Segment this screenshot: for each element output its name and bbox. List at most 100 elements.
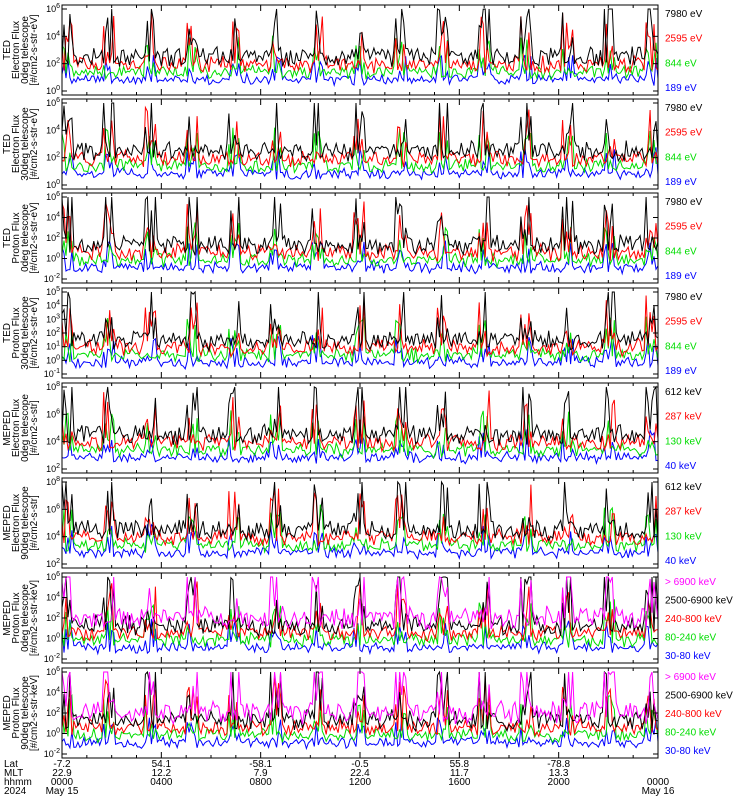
y-axis-label: 30deg telescope (20, 296, 31, 370)
y-axis-label: 90deg telescope (20, 486, 31, 560)
legend-entry: 612 keV (665, 387, 702, 398)
footer-hhmm: 1200 (349, 777, 372, 788)
y-tick-label: 102 (46, 232, 60, 243)
y-tick-label: 102 (46, 558, 60, 569)
y-tick-label: 104 (46, 300, 60, 311)
y-tick-label: 103 (46, 313, 60, 324)
y-axis-label: 90deg telescope (20, 676, 31, 750)
y-tick-label: 104 (46, 531, 60, 542)
y-axis-label: Electron Flux (11, 21, 22, 79)
footer-date: May 16 (642, 786, 675, 797)
legend-entry: 7980 eV (665, 197, 703, 208)
y-tick-label: 102 (46, 152, 60, 163)
series-line-6-2 (61, 484, 659, 547)
y-axis-label: Proton Flux (11, 592, 22, 643)
legend-entry: 189 eV (665, 271, 697, 282)
y-tick-label: 102 (46, 463, 60, 474)
y-axis-label: [#/cm2-s-str-eV] (29, 108, 40, 179)
y-tick-label: 10-2 (44, 653, 60, 664)
y-tick-label: 105 (46, 286, 60, 297)
footer-hhmm: 1600 (448, 777, 471, 788)
y-axis-label: TED (2, 228, 13, 248)
legend-entry: 130 keV (665, 436, 702, 447)
y-tick-label: 106 (46, 408, 60, 419)
legend-entry: 7980 eV (665, 103, 703, 114)
y-tick-label: 108 (46, 476, 60, 487)
y-tick-label: 100 (46, 253, 60, 264)
legend-entry: 612 keV (665, 482, 702, 493)
y-tick-label: 10-2 (44, 748, 60, 759)
footer-lat: -58.1 (249, 759, 272, 770)
legend-entry: 2500-6900 keV (665, 691, 733, 702)
footer-lat: -0.5 (351, 759, 369, 770)
series-line-2-2 (61, 105, 659, 169)
y-tick-label: 102 (46, 707, 60, 718)
y-axis-label: [#/cm2-s-str-keV] (29, 675, 40, 751)
legend-entry: 240-800 keV (665, 614, 722, 625)
footer-hhmm: 0000 (51, 777, 74, 788)
y-tick-label: 100 (46, 728, 60, 739)
series-line-7-5 (61, 618, 659, 656)
legend-entry: 40 keV (665, 556, 696, 567)
y-axis-label: [#/cm2-s-str-keV] (29, 580, 40, 656)
legend-entry: 30-80 keV (665, 746, 711, 757)
legend-entry: > 6900 keV (665, 672, 716, 683)
legend-entry: 130 keV (665, 531, 702, 542)
y-tick-label: 100 (46, 633, 60, 644)
y-tick-label: 10-1 (44, 368, 60, 379)
footer-hhmm: 0000 (647, 777, 670, 788)
y-axis-label: MEPED (2, 600, 13, 636)
series-line-3-2 (61, 201, 659, 262)
y-tick-label: 100 (46, 179, 60, 190)
y-tick-label: 100 (46, 85, 60, 96)
series-line-8-5 (61, 715, 659, 751)
y-tick-label: 108 (46, 381, 60, 392)
legend-entry: 2595 eV (665, 317, 703, 328)
legend-entry: 189 eV (665, 366, 697, 377)
y-tick-label: 104 (46, 212, 60, 223)
series-line-2-3 (61, 127, 659, 175)
legend-entry: 844 eV (665, 246, 697, 257)
series-line-8-3 (61, 676, 659, 738)
legend-entry: 189 eV (665, 83, 697, 94)
legend-entry: 287 keV (665, 412, 702, 423)
y-tick-label: 102 (46, 327, 60, 338)
footer-hhmm: 0800 (250, 777, 273, 788)
footer-mlt: 22.4 (350, 768, 370, 779)
legend-entry: 7980 eV (665, 292, 703, 303)
y-axis-label: Proton Flux (11, 307, 22, 358)
series-line-6-3 (61, 504, 659, 554)
footer-date: May 15 (46, 786, 79, 797)
legend-entry: 40 keV (665, 461, 696, 472)
legend-entry: 189 eV (665, 177, 697, 188)
y-tick-label: 102 (46, 58, 60, 69)
y-tick-label: 104 (46, 30, 60, 41)
footer-row-label: hhmm (4, 777, 32, 788)
legend-entry: 240-800 keV (665, 709, 722, 720)
footer-hhmm: 0400 (150, 777, 173, 788)
footer-hhmm: 2000 (548, 777, 571, 788)
y-tick-label: 102 (46, 612, 60, 623)
y-axis-label: [#/cm2-s-str] (29, 400, 40, 456)
y-axis-label: 30deg telescope (20, 107, 31, 181)
y-axis-label: TED (2, 40, 13, 60)
footer-lat: 54.1 (152, 759, 172, 770)
legend-entry: 2595 eV (665, 222, 703, 233)
legend-entry: 80-240 keV (665, 728, 716, 739)
series-line-3-4 (61, 240, 659, 276)
y-tick-label: 106 (46, 571, 60, 582)
y-tick-label: 104 (46, 124, 60, 135)
y-tick-label: 106 (46, 97, 60, 108)
y-tick-label: 106 (46, 191, 60, 202)
legend-entry: 2500-6900 keV (665, 596, 733, 607)
y-axis-label: [#/cm2-s-str] (29, 495, 40, 551)
